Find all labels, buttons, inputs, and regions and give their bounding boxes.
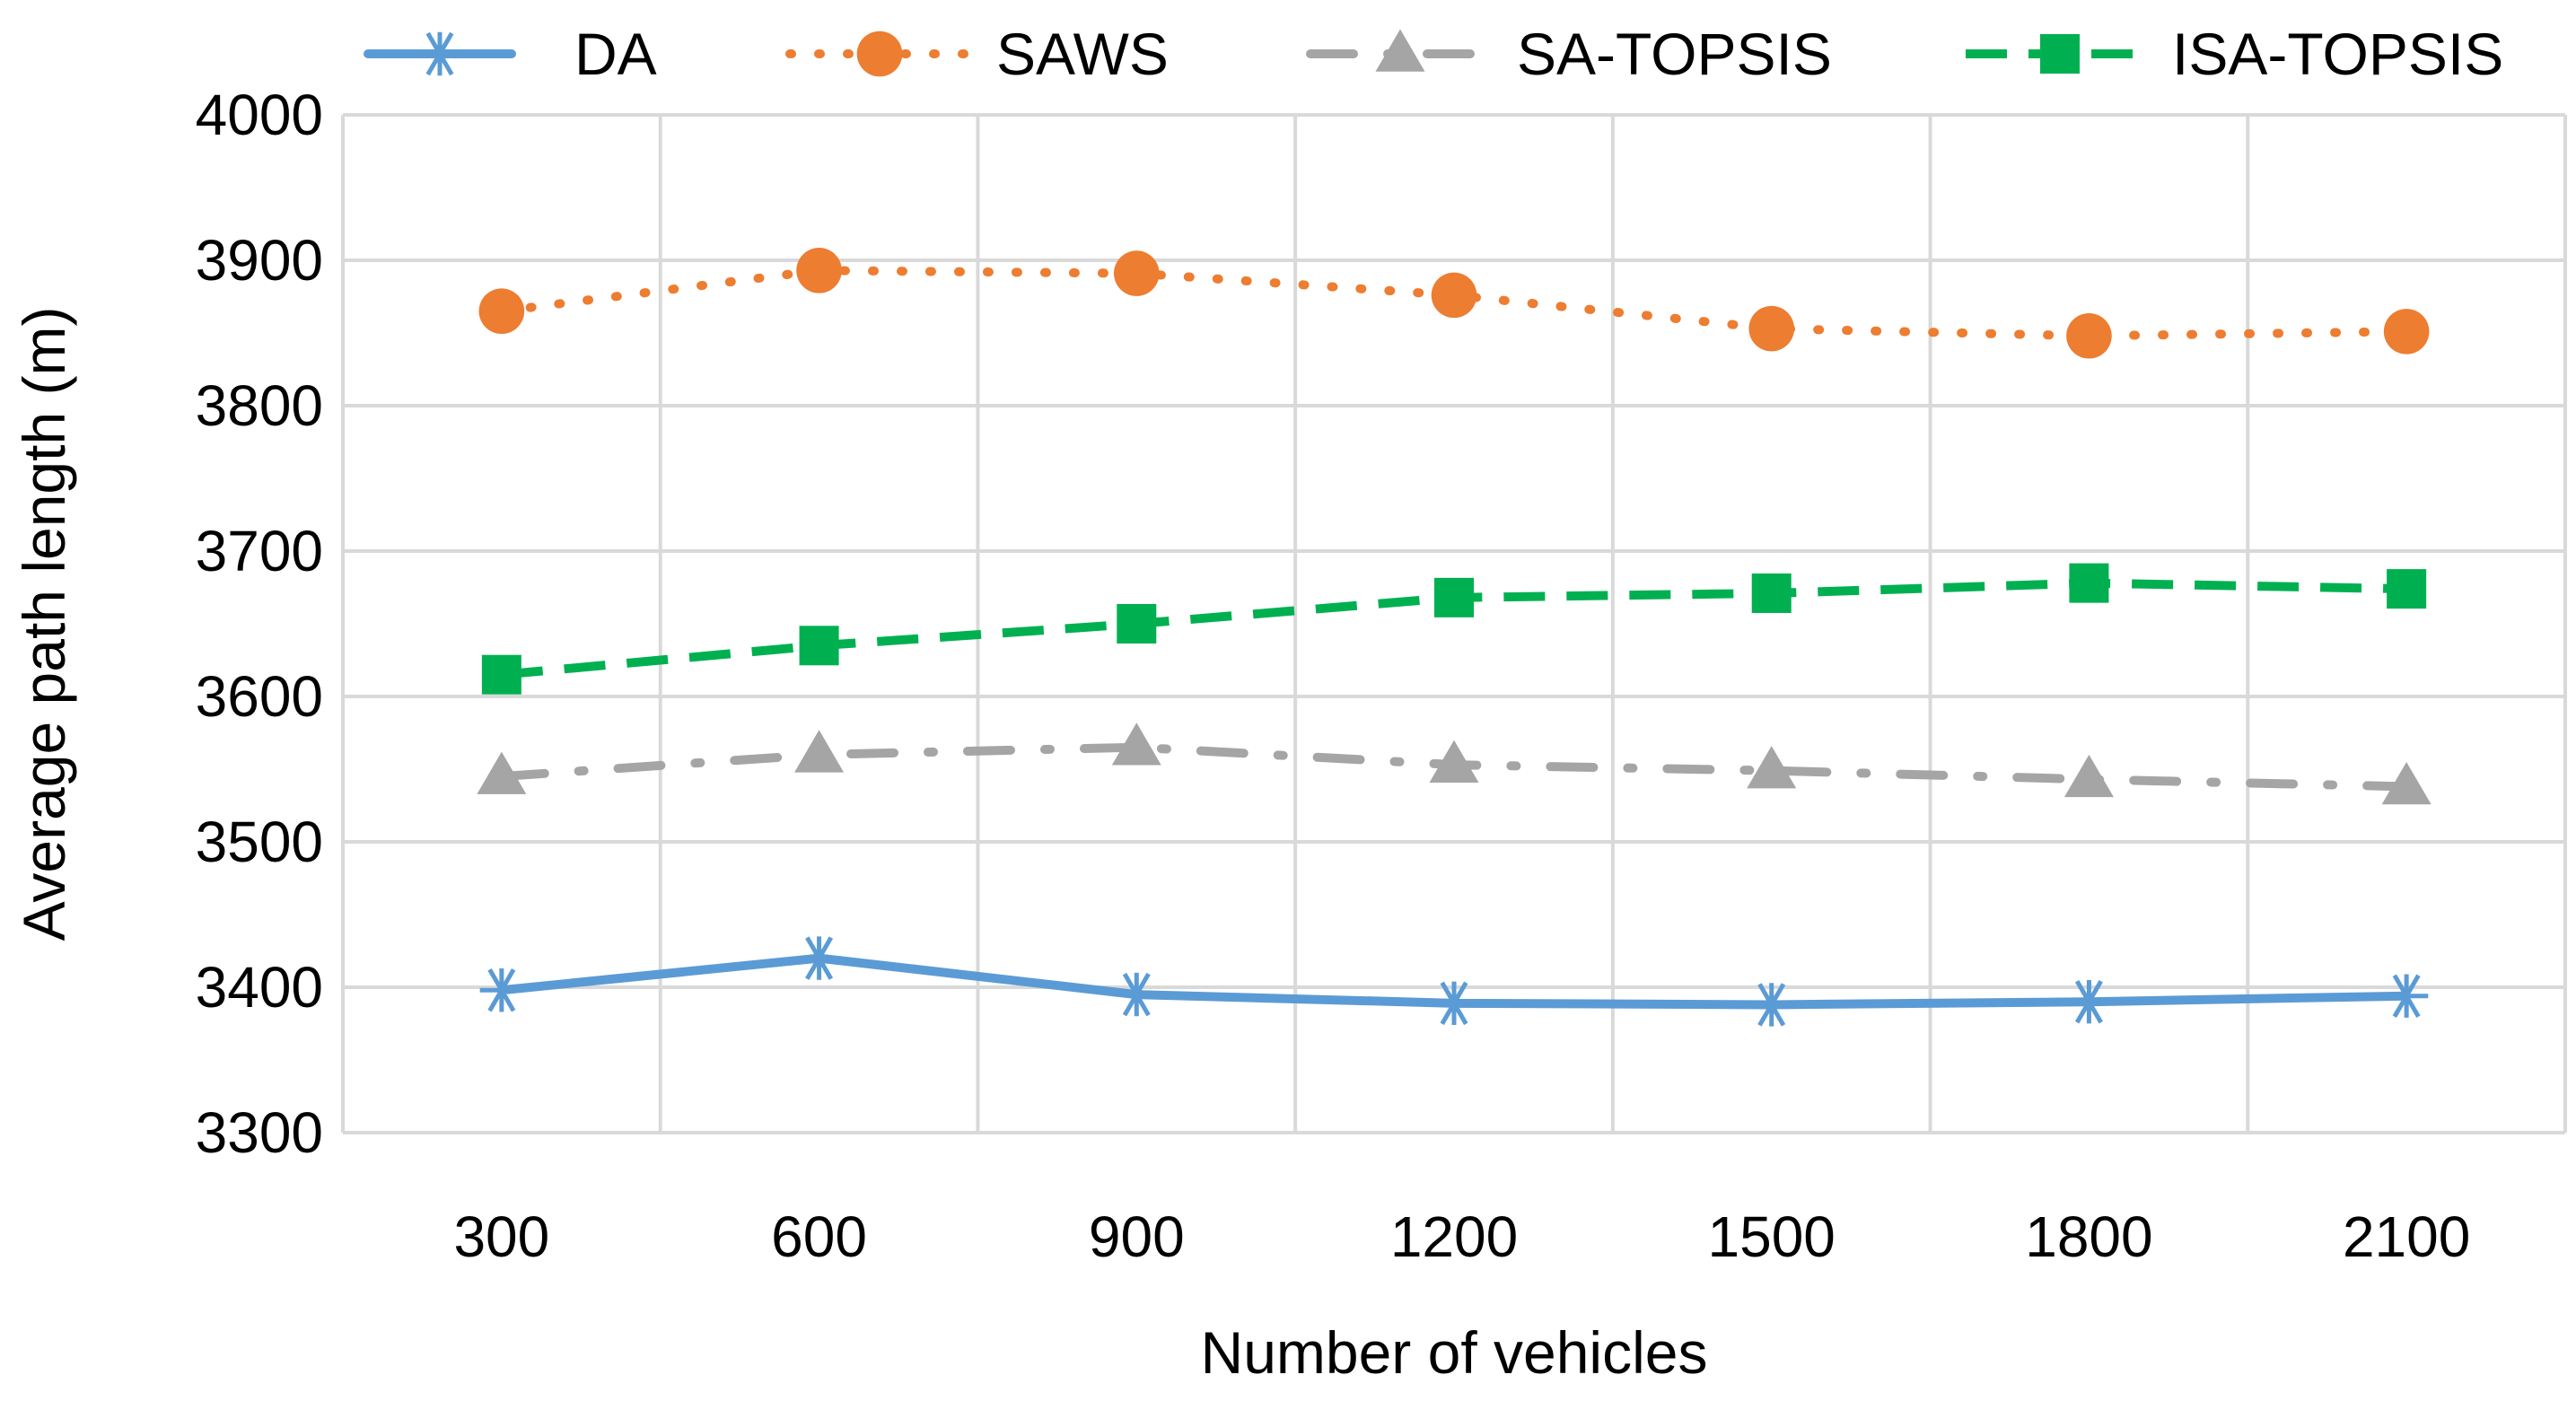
legend-marker-isa-topsis (2040, 34, 2080, 74)
data-point-sa-topsis (477, 751, 527, 794)
data-point-da (1115, 972, 1159, 1017)
data-point-isa-topsis (1434, 577, 1474, 617)
legend-item-isa-topsis[interactable]: ISA-TOPSIS (1966, 21, 2503, 87)
y-axis-title: Average path length (m) (11, 307, 77, 941)
x-axis-title: Number of vehicles (1201, 1319, 1708, 1386)
series-da (479, 936, 2429, 1027)
data-point-sa-topsis (2381, 761, 2431, 805)
data-point-isa-topsis (799, 626, 839, 666)
legend-item-sa-topsis[interactable]: SA-TOPSIS (1306, 21, 1832, 87)
legend-marker-sa-topsis (1375, 29, 1425, 72)
y-tick-label: 3500 (196, 810, 323, 874)
legend-marker-da (417, 31, 462, 76)
x-tick-label: 2100 (2343, 1204, 2470, 1269)
legend-item-da[interactable]: DA (364, 21, 657, 87)
x-tick-label: 300 (453, 1204, 549, 1269)
data-point-isa-topsis (2069, 563, 2109, 603)
series-sa-topsis (477, 722, 2431, 805)
data-point-sa-topsis (1111, 722, 1161, 766)
legend-marker-saws (856, 31, 903, 77)
y-tick-label: 3600 (196, 664, 323, 729)
series-saws (478, 248, 2430, 359)
data-point-da (1749, 983, 1793, 1027)
data-point-saws (1113, 250, 1160, 296)
data-point-isa-topsis (1751, 573, 1792, 613)
data-point-sa-topsis (2063, 754, 2114, 798)
data-point-sa-topsis (1429, 740, 1479, 783)
data-point-isa-topsis (481, 654, 521, 695)
y-tick-label: 3800 (196, 373, 323, 438)
legend-label-sa-topsis: SA-TOPSIS (1517, 21, 1832, 87)
x-tick-label: 1200 (1390, 1204, 1518, 1269)
data-point-sa-topsis (794, 730, 845, 773)
data-point-saws (2066, 312, 2112, 359)
y-tick-label: 4000 (196, 83, 323, 147)
data-point-da (2067, 979, 2111, 1024)
data-point-isa-topsis (1117, 604, 1157, 644)
data-point-saws (796, 248, 842, 293)
series-isa-topsis (481, 563, 2427, 695)
gridlines (341, 113, 2567, 1134)
legend-item-saws[interactable]: SAWS (785, 21, 1169, 87)
y-tick-label: 3700 (196, 519, 323, 583)
legend[interactable]: DA SAWS SA-TOPSIS ISA-TOPSIS (364, 21, 2503, 87)
y-axis-ticks: 3300 3400 3500 3600 3700 3800 3900 4000 (196, 83, 323, 1165)
data-point-saws (478, 288, 525, 335)
data-point-saws (2383, 309, 2430, 355)
x-tick-label: 1500 (1708, 1204, 1836, 1269)
legend-label-da: DA (574, 21, 657, 87)
data-point-da (479, 968, 524, 1012)
x-tick-label: 1800 (2025, 1204, 2152, 1269)
data-point-da (1432, 981, 1476, 1026)
data-point-da (797, 936, 841, 980)
x-tick-label: 600 (771, 1204, 867, 1269)
y-tick-label: 3400 (196, 955, 323, 1020)
y-tick-label: 3300 (196, 1100, 323, 1165)
x-axis-ticks: 300 600 900 1200 1500 1800 2100 (453, 1204, 2470, 1269)
data-point-sa-topsis (1747, 746, 1797, 789)
data-point-da (2384, 974, 2429, 1018)
y-tick-label: 3900 (196, 228, 323, 293)
data-point-saws (1748, 305, 1795, 352)
data-point-saws (1431, 272, 1477, 319)
legend-label-isa-topsis: ISA-TOPSIS (2172, 21, 2503, 87)
data-point-isa-topsis (2387, 569, 2427, 609)
data-series (477, 248, 2431, 1027)
legend-label-saws: SAWS (996, 21, 1169, 87)
x-tick-label: 900 (1089, 1204, 1185, 1269)
